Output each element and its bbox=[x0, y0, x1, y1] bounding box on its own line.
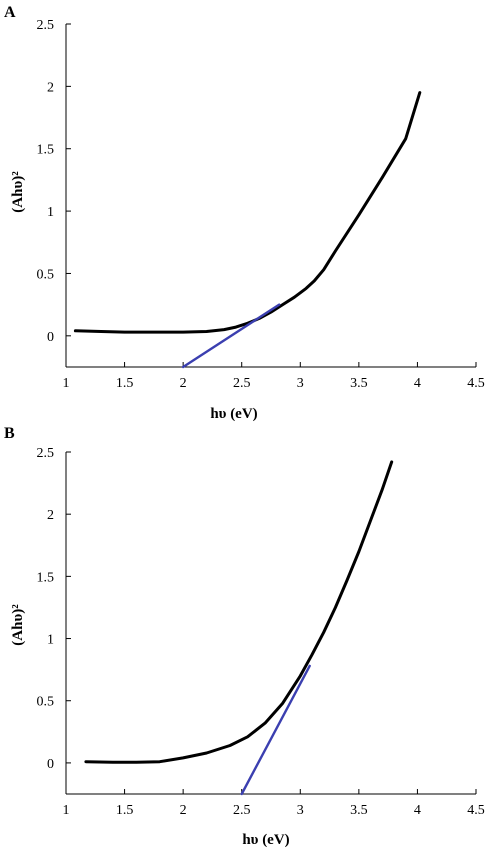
x-tick-label: 1 bbox=[63, 803, 70, 818]
y-tick-label: 0 bbox=[47, 330, 54, 345]
panel-b: B hυ (eV) (Ahυ)² 1 1.5 2 2.5 3 3.5 4 4.5 0 0.5 1 1.… bbox=[4, 425, 485, 848]
y-axis-title: (Ahυ)² bbox=[10, 171, 26, 213]
y-tick-label: 1.5 bbox=[37, 143, 55, 158]
absorption-curve bbox=[84, 460, 394, 764]
x-axis-title: hυ (eV) bbox=[242, 832, 289, 848]
x-tick-label: 2 bbox=[180, 803, 187, 818]
x-tick-label: 3 bbox=[297, 376, 304, 391]
x-tick-label: 4 bbox=[414, 376, 421, 391]
panel-a: A hυ (eV) (Ahυ)² 1 1.5 2 2.5 3 3.5 4 4.5 0 0.5 1 1.… bbox=[4, 4, 485, 422]
panel-letter: B bbox=[4, 425, 15, 442]
x-tick-label: 4 bbox=[414, 803, 421, 818]
y-tick-label: 2.5 bbox=[37, 446, 55, 461]
y-tick-label: 2 bbox=[47, 508, 54, 523]
x-tick-label: 4.5 bbox=[467, 803, 485, 818]
absorption-curve bbox=[73, 91, 422, 334]
x-tick-label: 4.5 bbox=[467, 376, 485, 391]
y-tick-label: 2 bbox=[47, 80, 54, 95]
panel-letter: A bbox=[4, 4, 16, 21]
x-tick-label: 2 bbox=[180, 376, 187, 391]
y-tick-label: 1 bbox=[47, 205, 54, 220]
x-tick-label: 1.5 bbox=[116, 376, 134, 391]
x-tick-label: 3.5 bbox=[350, 803, 368, 818]
y-tick-label: 0.5 bbox=[37, 267, 55, 282]
y-tick-label: 1 bbox=[47, 633, 54, 648]
y-tick-label: 1.5 bbox=[37, 570, 55, 585]
y-tick-label: 2.5 bbox=[37, 18, 55, 33]
x-tick-label: 3 bbox=[297, 803, 304, 818]
y-tick-label: 0.5 bbox=[37, 695, 55, 710]
y-axis-title: (Ahυ)² bbox=[10, 604, 26, 646]
x-axis-title: hυ (eV) bbox=[210, 406, 257, 422]
x-tick-label: 1.5 bbox=[116, 803, 134, 818]
tangent-line bbox=[240, 664, 311, 796]
x-tick-label: 2.5 bbox=[233, 376, 251, 391]
y-tick-label: 0 bbox=[47, 757, 54, 772]
x-tick-label: 3.5 bbox=[350, 376, 368, 391]
tangent-line bbox=[181, 303, 281, 369]
x-tick-label: 2.5 bbox=[233, 803, 251, 818]
x-tick-label: 1 bbox=[63, 376, 70, 391]
